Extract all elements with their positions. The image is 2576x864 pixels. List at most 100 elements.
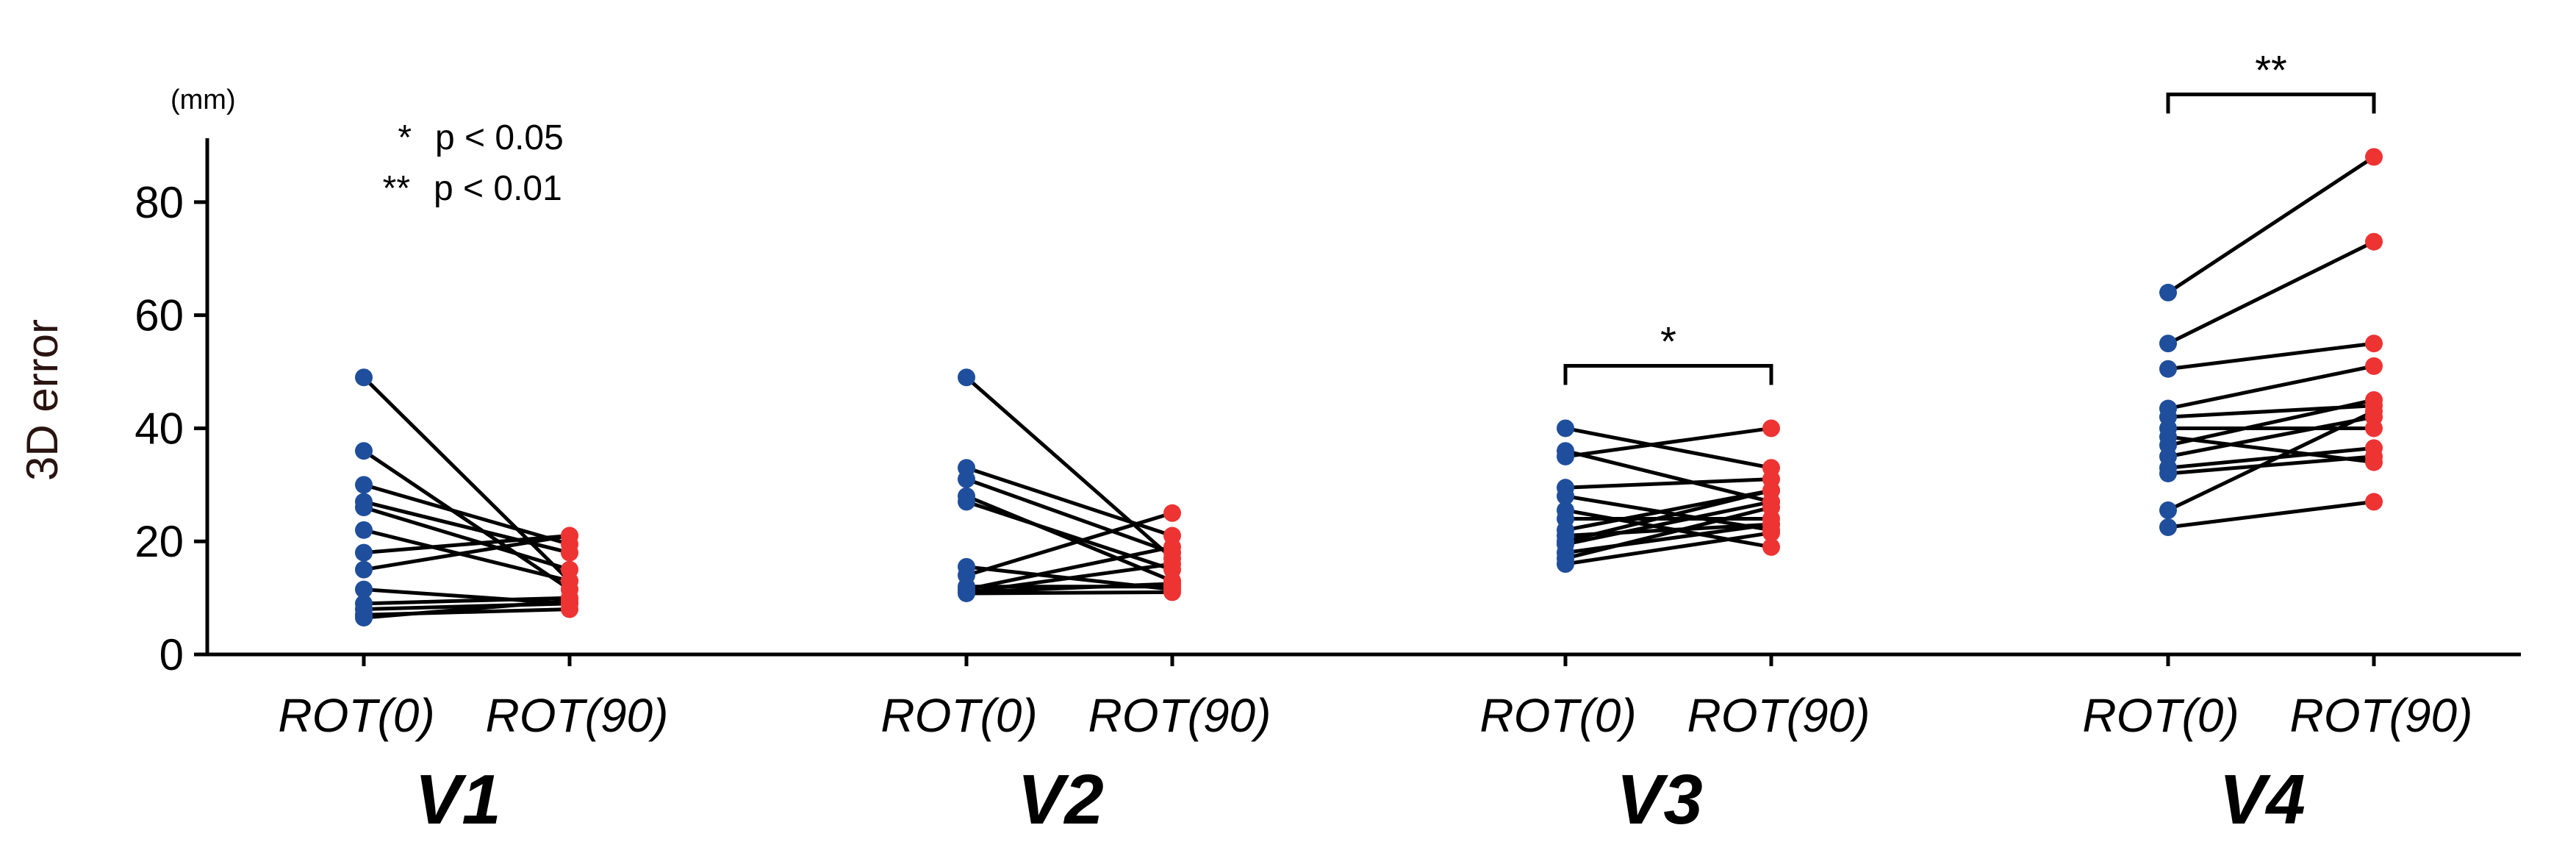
point-rot0 xyxy=(355,560,373,579)
y-tick-label: 0 xyxy=(159,630,184,679)
condition-label-rot0: ROT(0) xyxy=(1479,689,1636,742)
point-rot90 xyxy=(1163,554,1181,573)
significance-marker: ** xyxy=(2255,46,2287,93)
pair-line xyxy=(363,588,570,606)
pair-line xyxy=(1565,494,1772,532)
pair-line xyxy=(1565,449,1772,504)
point-rot0 xyxy=(958,368,975,387)
point-rot0 xyxy=(958,470,975,488)
pair-line xyxy=(363,528,570,583)
condition-label-rot90: ROT(90) xyxy=(486,689,669,742)
pair-line xyxy=(2167,446,2375,470)
pair-line xyxy=(966,582,1173,594)
point-rot90 xyxy=(1762,499,1780,517)
condition-label-rot90: ROT(90) xyxy=(1088,689,1271,742)
group-label-v3: V3 xyxy=(1616,760,1702,839)
pair-line xyxy=(362,449,571,591)
pair-line xyxy=(1565,505,1772,560)
point-rot90 xyxy=(1163,538,1181,556)
point-rot0 xyxy=(355,476,373,494)
y-tick-label: 60 xyxy=(134,291,184,340)
condition-label-rot90: ROT(90) xyxy=(2290,689,2473,742)
pair-line xyxy=(2167,454,2375,476)
group-label-v4: V4 xyxy=(2219,760,2305,839)
legend-symbol: ** xyxy=(383,169,410,208)
axes-layer xyxy=(194,138,2521,666)
point-rot0 xyxy=(355,442,373,460)
pair-line xyxy=(966,494,1173,583)
significance-marker: * xyxy=(1660,318,1676,364)
pair-line xyxy=(2167,499,2375,529)
point-rot0 xyxy=(2159,360,2177,378)
point-rot0 xyxy=(355,521,373,539)
pair-line xyxy=(363,534,570,555)
pair-line xyxy=(1565,426,1772,459)
point-rot0 xyxy=(958,584,975,602)
point-rot90 xyxy=(1163,583,1181,601)
pair-line xyxy=(1565,488,1772,543)
point-rot90 xyxy=(1762,524,1780,542)
y-axis-title: 3D error xyxy=(18,319,67,481)
point-rot90 xyxy=(2365,493,2383,511)
condition-label-rot0: ROT(0) xyxy=(2082,689,2239,742)
pair-line xyxy=(966,500,1173,572)
pair-line xyxy=(363,599,570,620)
points-layer xyxy=(355,148,2383,627)
point-rot90 xyxy=(2365,232,2383,251)
pair-line xyxy=(2167,410,2375,513)
pair-line xyxy=(966,477,1173,554)
pair-line xyxy=(1565,477,1772,490)
pair-line xyxy=(362,376,571,582)
pair-line xyxy=(2167,155,2375,294)
point-rot0 xyxy=(2159,283,2177,301)
y-tick-label: 80 xyxy=(134,178,184,227)
point-rot0 xyxy=(1557,554,1574,573)
point-rot0 xyxy=(355,499,373,517)
legend-text: p < 0.01 xyxy=(434,169,562,208)
point-rot90 xyxy=(2365,335,2383,353)
point-rot0 xyxy=(1557,447,1574,465)
significance-bracket xyxy=(1563,363,1773,385)
labels-layer: 0 20 40 60 80 3D error (mm) * p < 0.05 ** p < 0.01… xyxy=(18,46,2472,839)
y-tick-label: 40 xyxy=(134,404,184,453)
condition-label-rot90: ROT(90) xyxy=(1687,689,1870,742)
pair-line xyxy=(965,376,1174,560)
legend-text: p < 0.05 xyxy=(435,118,564,157)
pair-line xyxy=(2167,415,2375,459)
point-rot90 xyxy=(561,526,578,545)
pair-line xyxy=(966,465,1173,538)
y-axis-unit: (mm) xyxy=(171,85,236,115)
pair-line xyxy=(363,482,570,546)
y-tick-label: 20 xyxy=(134,517,184,566)
pair-line xyxy=(363,534,570,572)
point-rot90 xyxy=(561,572,578,590)
pair-line xyxy=(966,545,1173,592)
point-rot0 xyxy=(2159,335,2177,353)
legend-symbol: * xyxy=(398,118,412,157)
pair-line xyxy=(966,590,1173,596)
condition-label-rot0: ROT(0) xyxy=(880,689,1037,742)
group-label-v2: V2 xyxy=(1017,760,1103,839)
group-label-v1: V1 xyxy=(415,760,501,839)
point-rot90 xyxy=(1762,538,1780,556)
pair-line xyxy=(1565,531,1772,566)
pair-line xyxy=(1565,499,1772,546)
point-rot0 xyxy=(355,609,373,627)
point-rot90 xyxy=(2365,447,2383,465)
point-rot0 xyxy=(2159,501,2177,519)
point-rot90 xyxy=(1163,504,1181,522)
point-rot0 xyxy=(2159,518,2177,536)
point-rot90 xyxy=(561,543,578,562)
pair-line xyxy=(2167,240,2375,346)
pair-line xyxy=(2167,398,2375,447)
pair-line xyxy=(363,499,570,555)
point-rot0 xyxy=(958,493,975,511)
pair-lines-layer xyxy=(362,155,2375,620)
point-rot90 xyxy=(2365,357,2383,375)
pair-line xyxy=(966,562,1173,594)
pair-line xyxy=(966,511,1173,577)
point-rot0 xyxy=(355,368,373,387)
pair-line xyxy=(363,596,570,606)
